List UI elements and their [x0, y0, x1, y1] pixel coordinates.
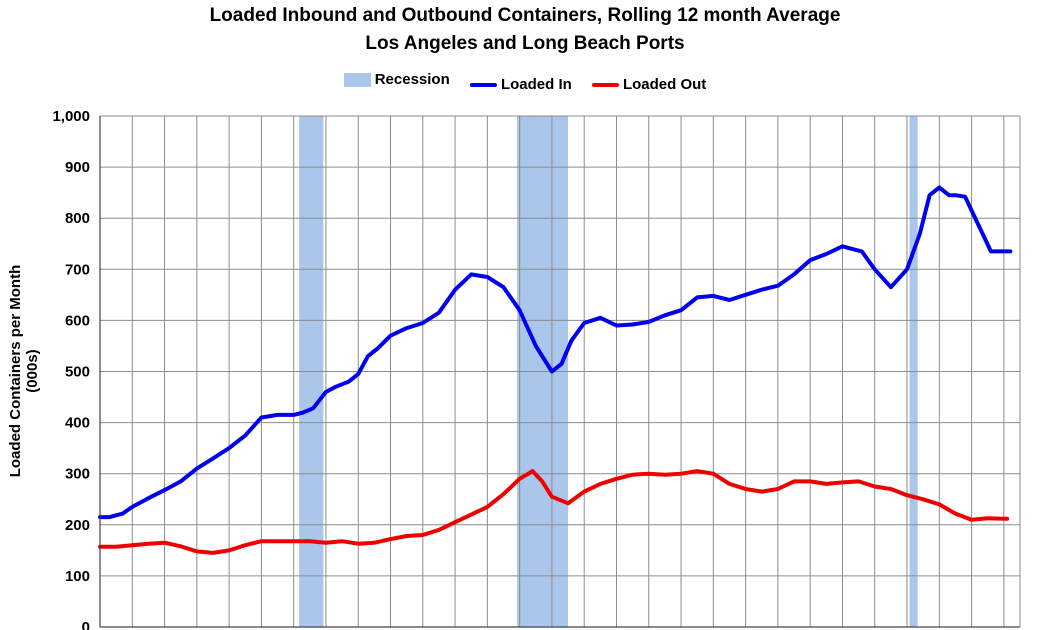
legend-item-recession: Recession: [343, 71, 450, 88]
legend-swatch-loaded-in: [469, 82, 497, 87]
y-tick-label: 800: [65, 210, 90, 227]
series-line-loaded-in: [98, 185, 1013, 520]
legend-item-loaded-in: Loaded In: [469, 76, 572, 93]
y-tick-label: 700: [65, 261, 90, 278]
y-tick-label: 200: [65, 517, 90, 534]
y-tick-label: 600: [65, 312, 90, 329]
chart-subtitle: Los Angeles and Long Beach Ports: [365, 33, 685, 54]
axes: 0 100 200 300 400 500 600 700 800 900 1,000: [52, 108, 1021, 630]
legend-swatch-recession: [343, 72, 371, 87]
y-tick-label: 100: [65, 568, 90, 585]
legend-item-loaded-out: Loaded Out: [591, 76, 707, 93]
legend-label-loaded-out: Loaded Out: [622, 76, 707, 93]
y-tick-label: 300: [65, 466, 90, 483]
legend-swatch-loaded-out: [591, 82, 619, 87]
legend-label-loaded-in: Loaded In: [500, 76, 572, 93]
legend-label-recession: Recession: [374, 71, 450, 88]
series-lines: [98, 185, 1013, 555]
y-tick-label: 900: [65, 159, 90, 176]
y-tick-label: 400: [65, 415, 90, 432]
y-tick-label: 1,000: [52, 108, 90, 125]
y-tick-label: 0: [82, 619, 90, 630]
chart-title: Loaded Inbound and Outbound Containers, …: [209, 5, 841, 26]
y-tick-label: 500: [65, 364, 90, 381]
series-line-loaded-out: [98, 469, 1010, 555]
legend: Recession Loaded In Loaded Out: [0, 71, 1050, 93]
